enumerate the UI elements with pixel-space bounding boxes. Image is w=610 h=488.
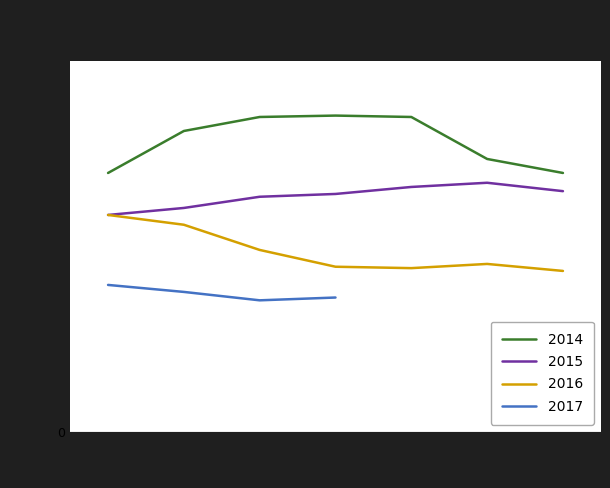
Line: 2015: 2015 xyxy=(108,183,563,215)
2014 xyxy=(559,170,567,176)
Line: 2014: 2014 xyxy=(108,116,563,173)
Legend: 2014, 2015, 2016, 2017: 2014, 2015, 2016, 2017 xyxy=(490,322,594,425)
2016 xyxy=(256,247,264,253)
2015 xyxy=(256,194,264,200)
2016 xyxy=(180,222,187,228)
2015 xyxy=(559,188,567,194)
Line: 2017: 2017 xyxy=(108,285,336,300)
2016 xyxy=(104,212,112,218)
2016 xyxy=(407,265,415,271)
2016 xyxy=(332,264,339,270)
2016 xyxy=(484,261,491,267)
2016 xyxy=(559,268,567,274)
2017 xyxy=(180,289,187,295)
2014 xyxy=(256,114,264,120)
2014 xyxy=(484,156,491,162)
2014 xyxy=(332,113,339,119)
2015 xyxy=(180,205,187,211)
2017 xyxy=(332,295,339,301)
Line: 2016: 2016 xyxy=(108,215,563,271)
2014 xyxy=(407,114,415,120)
2014 xyxy=(180,128,187,134)
2015 xyxy=(407,184,415,190)
2015 xyxy=(104,212,112,218)
2015 xyxy=(484,180,491,186)
2017 xyxy=(104,282,112,288)
2015 xyxy=(332,191,339,197)
2017 xyxy=(256,297,264,303)
2014 xyxy=(104,170,112,176)
